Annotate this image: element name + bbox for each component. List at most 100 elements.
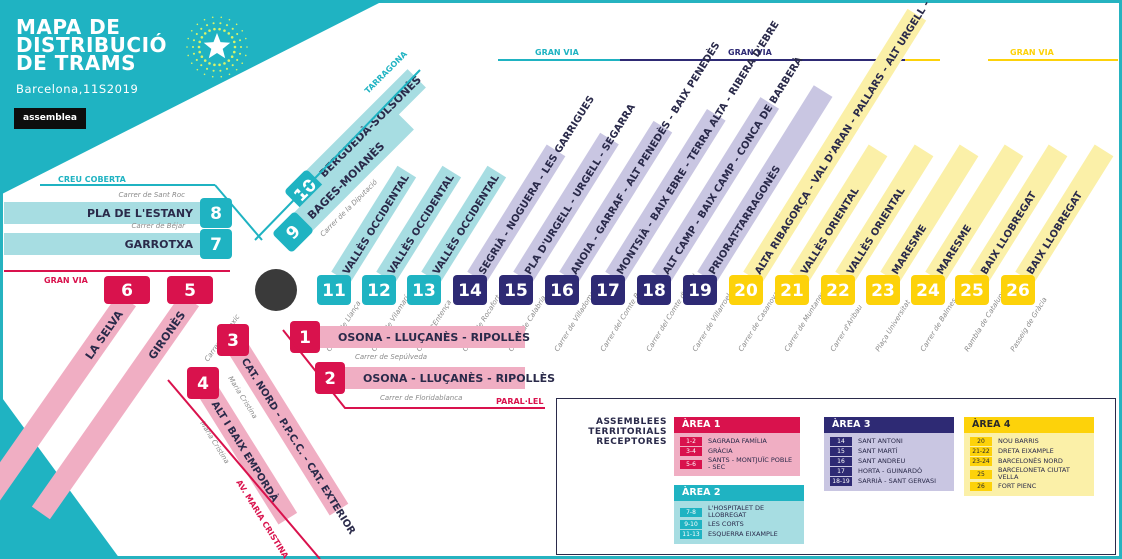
star-dot [244,54,247,57]
legend-name: FORT PIENC [998,482,1037,490]
star-dot [238,52,242,55]
star-dot [227,32,231,35]
map-title: MAPA DE DISTRIBUCIÓ DE TRAMS [16,17,167,75]
star-dot [232,40,236,44]
tram-number: 23 [871,281,895,301]
legend-area-body: 14 SANT ANTONI 15 SANT MARTÍ 16 SANT ANDREU 17… [824,433,954,491]
creu-coberta-label: CREU COBERTA [58,175,127,184]
star-dot [190,62,193,65]
legend-row: 11-13 ESQUERRA EIXAMPLE [680,530,798,539]
legend-area-title: ÀREA 1 [674,417,800,433]
star-dot [195,32,198,36]
tram-badge-12: 12 [362,275,396,305]
legend-area-3: ÀREA 3 14 SANT ANTONI 15 SANT MARTÍ 16 SANT AN… [824,417,954,491]
paral-lel-line [282,329,545,409]
star-dot [196,68,199,71]
legend-name: NOU BARRIS [998,437,1039,445]
tram-badge [591,275,625,305]
star-dot [220,75,223,78]
tarragona-line [254,69,421,241]
legend-code: 16 [830,457,852,466]
tram-badge [637,275,671,305]
tram-street: Carrer de Sant Roc [119,191,186,199]
star-dot [200,55,204,59]
tram-bar [605,108,726,284]
top-street-headers: GRAN VIA GRAN VIA GRAN VIA [498,48,1118,61]
tram-street: Carrer de Sepúlveda [355,353,427,361]
star-dot [186,46,188,48]
legend-code: 14 [830,437,852,446]
legend-row: 3-4 GRÀCIA [680,447,794,456]
legend-code: 17 [830,467,852,476]
legend-name: SANT ANDREU [858,457,906,465]
tram-badge [407,275,441,305]
paral-lel-label: PARAL·LEL [496,397,543,406]
legend-row: 9-10 LES CORTS [680,520,798,529]
star-dot [205,67,209,70]
legend-title: ASSEMBLEES TERRITORIALS RECEPTORES [567,417,667,447]
legend-name: SANTS - MONTJUÏC POBLE - SEC [708,456,793,471]
title-line-3: DE TRAMS [16,51,137,75]
av-maria-cristina-line [167,379,321,559]
tram-bar [421,165,507,284]
legend-name: HORTA - GUINARDÓ [858,467,923,475]
legend-code: 21-22 [970,447,992,456]
tram-number: 12 [367,281,391,301]
tram-badge-20: 20 [729,275,763,305]
gran-via-left-label: GRAN VIA [44,276,89,285]
tram-badge [167,276,213,304]
legend-code: 11-13 [680,530,702,539]
star-dot [198,40,202,44]
star-dot [228,18,231,21]
tram-label: PLA DE L'ESTANY [87,207,194,220]
tram-street: Carrer de Balmes [919,297,958,353]
tram-number: 13 [412,281,436,301]
legend-row: 16 SANT ANDREU [830,457,948,466]
tram-street: Carrer de Floridablanca [380,394,462,402]
legend-code: 1-2 [680,437,702,446]
star-dot [192,39,196,42]
star-dot [191,45,195,49]
star-dot [225,24,229,27]
tram-label: GARROTXA [125,238,194,251]
legend-name: DRETA EIXAMPLE [998,447,1054,455]
star-dot [203,73,206,76]
tram-badge [545,275,579,305]
tram-bar [31,293,200,520]
legend-row: 23-24 BARCELONÈS NORD [970,457,1088,466]
legend-code: 23-24 [970,457,992,466]
tram-number: 19 [688,281,712,301]
legend-name: ESQUERRA EIXAMPLE [708,530,778,538]
star-dot [220,16,223,19]
legend-name: BARCELONETA CIUTAT VELLA [998,466,1070,481]
star-dot [200,64,203,67]
tram-badge [683,275,717,305]
legend-area-body: 20 NOU BARRIS 21-22 DRETA EIXAMPLE 23-24 BARC… [964,433,1094,496]
star-dot [231,27,234,30]
legend-row: 26 FORT PIENC [970,482,1088,491]
tram-bar [743,8,927,284]
star-dot [218,63,221,67]
tram-number: 11 [322,281,346,301]
legend-name: SANT MARTÍ [858,447,898,455]
star-dot [190,29,193,32]
star-dot [241,62,244,65]
tram-bar [697,85,833,284]
tram-badge-25: 25 [955,275,989,305]
legend-area-1: ÀREA 1 1-2 SAGRADA FAMÍLIA 3-4 GRÀCIA 5-6 SANT… [674,417,800,476]
legend-area-title: ÀREA 2 [674,485,804,501]
legend-code: 9-10 [680,520,702,529]
star-dot [196,23,199,26]
gran-via-label-3: GRAN VIA [1010,48,1055,57]
tram-number: 4 [197,374,209,394]
tram-number: 2 [324,369,336,389]
star-dot [219,69,222,72]
legend-row: 1-2 SAGRADA FAMÍLIA [680,437,794,446]
star-dot [231,64,234,67]
star-dot [228,73,231,76]
legend-row: 7-8 L'HOSPITALET DE LLOBREGAT [680,505,798,519]
tram-number: 15 [504,281,528,301]
map-subtitle: Barcelona,11S2019 [16,82,139,96]
star-dot [244,37,247,40]
tram-badge [200,229,232,259]
